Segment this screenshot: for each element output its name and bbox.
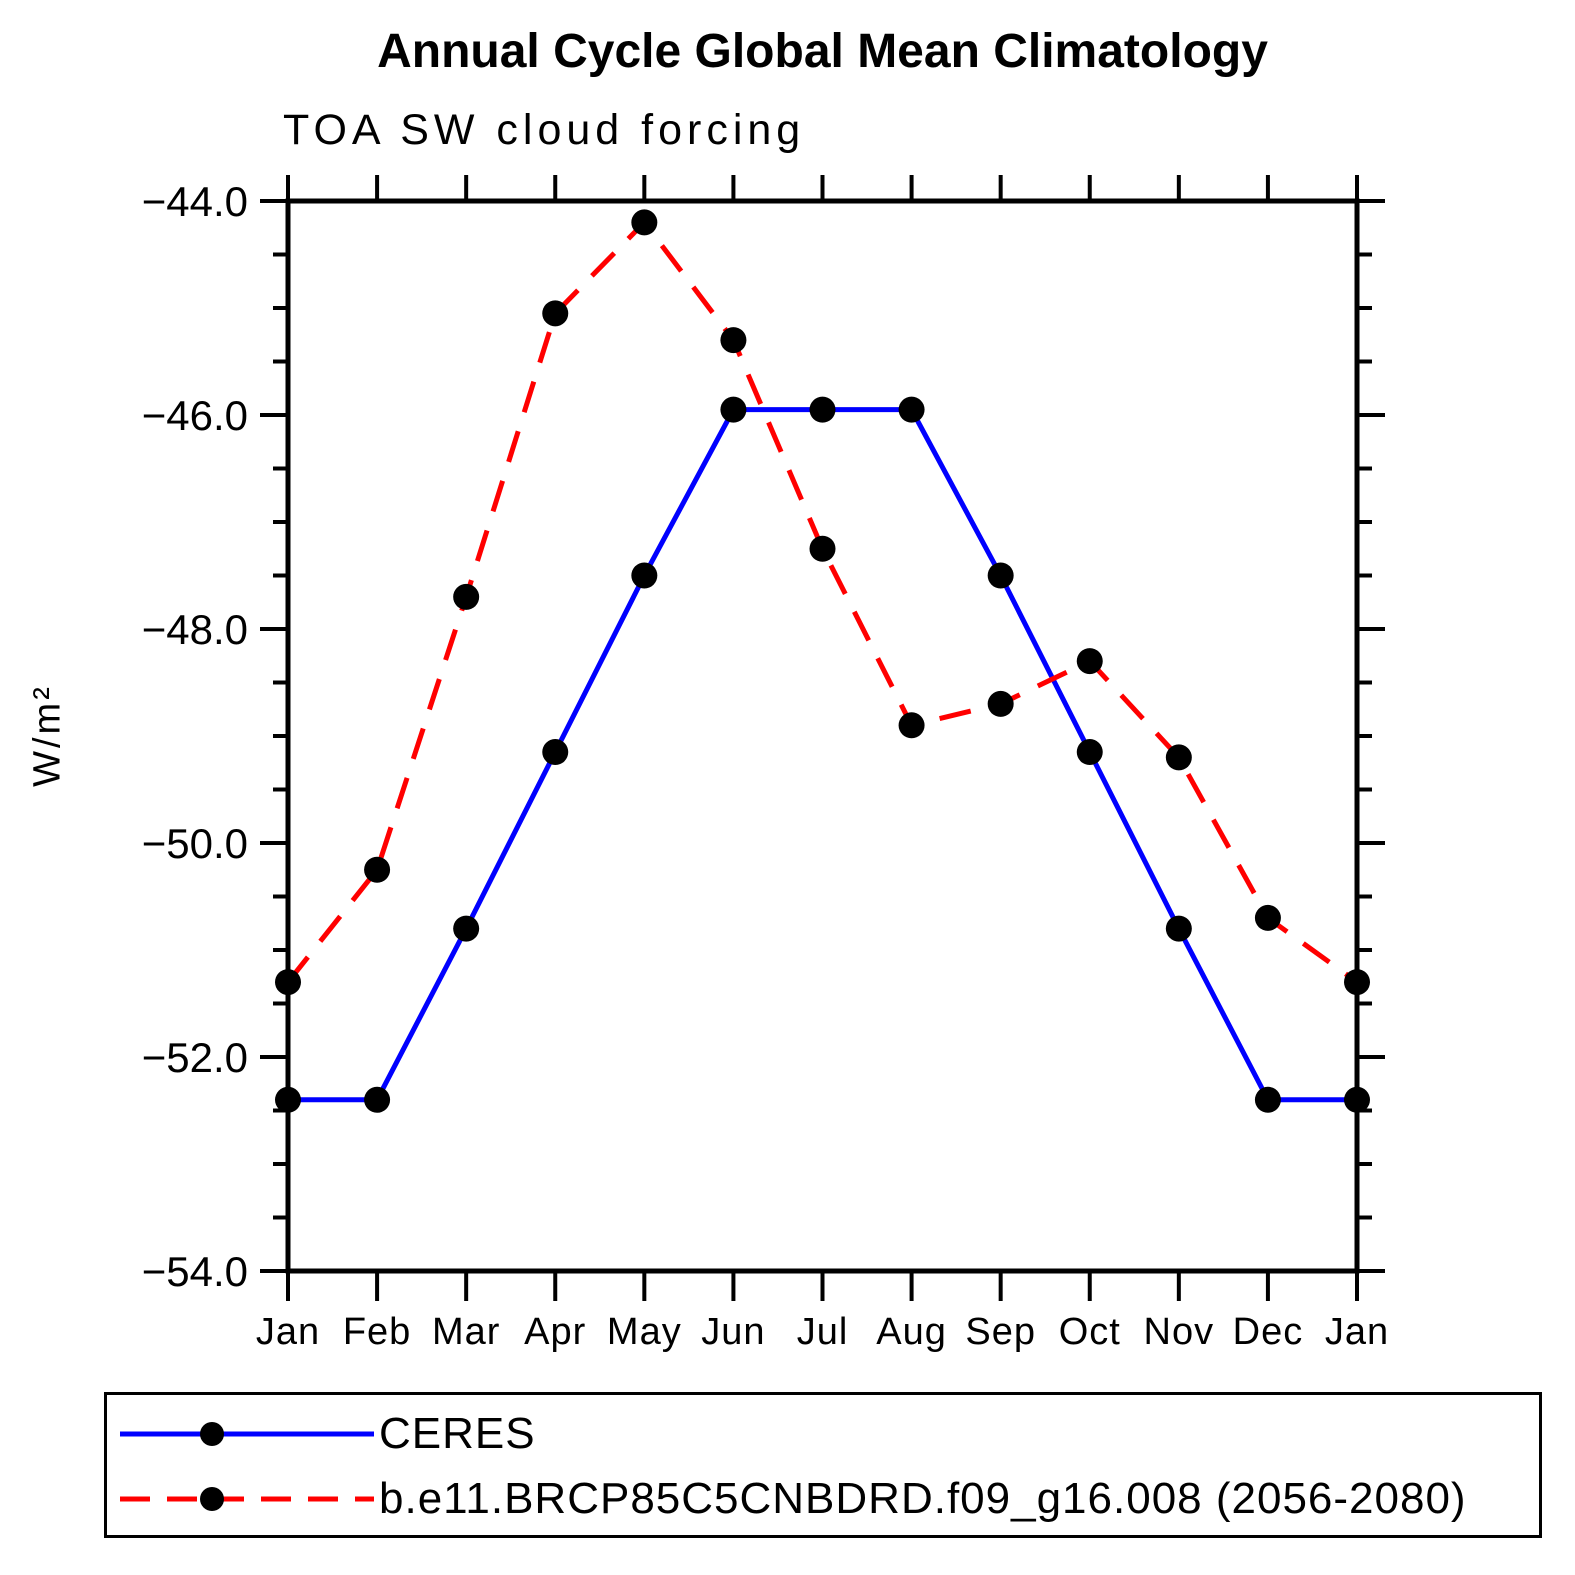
legend-model-marker-icon — [200, 1486, 224, 1511]
data-point — [720, 396, 747, 423]
svg-text:Nov: Nov — [1144, 1311, 1215, 1353]
data-point — [1254, 1086, 1281, 1113]
svg-text:−54.0: −54.0 — [142, 1248, 248, 1295]
data-point — [1165, 915, 1192, 942]
y-tick-labels: −44.0 −46.0 −48.0 −50.0 −52.0 −54.0 — [142, 178, 248, 1295]
data-point — [720, 327, 747, 354]
svg-text:Oct: Oct — [1059, 1311, 1121, 1353]
data-point — [631, 209, 658, 236]
data-point — [631, 562, 658, 589]
legend-solid-line-icon — [120, 1421, 374, 1446]
data-point — [1344, 1086, 1370, 1113]
svg-text:−52.0: −52.0 — [142, 1034, 248, 1081]
chart-subtitle: TOA SW cloud forcing — [283, 106, 806, 154]
data-point — [542, 300, 569, 327]
svg-text:Mar: Mar — [432, 1311, 500, 1353]
data-point — [809, 396, 836, 423]
svg-text:−44.0: −44.0 — [142, 178, 248, 225]
data-point — [542, 739, 569, 766]
legend-item-ceres: CERES — [117, 1401, 1539, 1466]
svg-text:−46.0: −46.0 — [142, 392, 248, 439]
svg-text:Jan: Jan — [1325, 1311, 1389, 1353]
series-model — [275, 209, 1370, 996]
data-point — [987, 690, 1014, 717]
svg-text:Dec: Dec — [1233, 1311, 1304, 1353]
svg-text:Aug: Aug — [876, 1311, 947, 1353]
data-point — [809, 535, 836, 562]
svg-text:−50.0: −50.0 — [142, 820, 248, 867]
legend: CERES b.e11.BRCP85C5CNBDRD.f09_g16.008 (… — [104, 1392, 1542, 1538]
data-point — [1254, 904, 1281, 931]
series-ceres — [275, 396, 1370, 1113]
data-point — [1165, 744, 1192, 771]
svg-text:Sep: Sep — [965, 1311, 1036, 1353]
legend-ceres-marker-icon — [200, 1421, 224, 1446]
x-tick-labels: Jan Feb Mar Apr May Jun Jul Aug Sep Oct Nov Dec Jan — [256, 1311, 1389, 1353]
data-point — [275, 969, 301, 996]
data-point — [898, 396, 925, 423]
svg-text:Jan: Jan — [256, 1311, 320, 1353]
data-point — [898, 712, 925, 739]
data-point — [1076, 648, 1103, 675]
legend-label-model: b.e11.BRCP85C5CNBDRD.f09_g16.008 (2056-2… — [379, 1473, 1467, 1523]
legend-item-model: b.e11.BRCP85C5CNBDRD.f09_g16.008 (2056-2… — [117, 1466, 1539, 1531]
data-point — [364, 856, 391, 883]
data-point — [364, 1086, 391, 1113]
data-point — [1344, 969, 1370, 996]
data-point — [1076, 739, 1103, 766]
svg-text:−48.0: −48.0 — [142, 606, 248, 653]
data-point — [987, 562, 1014, 589]
data-point — [275, 1086, 301, 1113]
svg-text:Feb: Feb — [343, 1311, 411, 1353]
legend-label-ceres: CERES — [379, 1408, 536, 1458]
axes — [260, 175, 1385, 1301]
chart-title: Annual Cycle Global Mean Climatology — [377, 25, 1268, 78]
legend-dashed-line-icon — [120, 1486, 374, 1511]
svg-text:May: May — [607, 1311, 682, 1353]
data-point — [453, 583, 480, 610]
svg-text:Apr: Apr — [524, 1311, 586, 1353]
svg-text:Jul: Jul — [797, 1311, 849, 1353]
data-point — [453, 915, 480, 942]
svg-text:Jun: Jun — [701, 1311, 765, 1353]
